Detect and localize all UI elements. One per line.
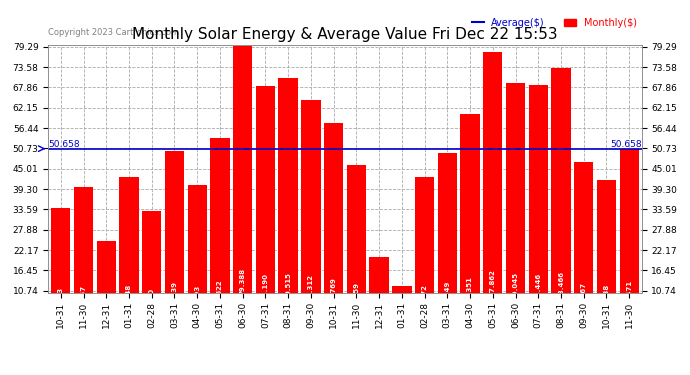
Text: 45.959: 45.959 xyxy=(353,282,359,309)
Text: 77.862: 77.862 xyxy=(490,269,496,296)
Legend: Average($), Monthly($): Average($), Monthly($) xyxy=(472,18,637,28)
Text: 50.658: 50.658 xyxy=(48,140,80,148)
Text: 33.893: 33.893 xyxy=(58,287,63,315)
Bar xyxy=(119,177,139,329)
Text: 49.349: 49.349 xyxy=(444,280,451,308)
Text: 79.388: 79.388 xyxy=(239,268,246,295)
Text: 53.622: 53.622 xyxy=(217,279,223,306)
Bar xyxy=(529,86,548,329)
Text: 50.658: 50.658 xyxy=(610,140,642,148)
Bar xyxy=(437,153,457,329)
Bar xyxy=(324,123,344,329)
Bar xyxy=(369,257,388,329)
Text: 50.471: 50.471 xyxy=(627,280,632,308)
Bar xyxy=(233,46,253,329)
Text: 68.190: 68.190 xyxy=(262,273,268,300)
Text: 73.466: 73.466 xyxy=(558,271,564,298)
Bar xyxy=(165,150,184,329)
Text: 20.140: 20.140 xyxy=(376,293,382,320)
Text: 24.651: 24.651 xyxy=(104,291,109,318)
Bar xyxy=(620,149,639,329)
Bar xyxy=(256,86,275,329)
Bar xyxy=(74,187,93,329)
Title: Monthly Solar Energy & Average Value Fri Dec 22 15:53: Monthly Solar Energy & Average Value Fri… xyxy=(132,27,558,42)
Text: 39.957: 39.957 xyxy=(81,285,86,312)
Text: 46.867: 46.867 xyxy=(581,282,586,309)
Bar xyxy=(188,185,207,329)
Bar xyxy=(142,211,161,329)
Text: 41.938: 41.938 xyxy=(604,284,609,311)
Text: 69.045: 69.045 xyxy=(513,273,518,300)
Text: 33.170: 33.170 xyxy=(149,288,155,315)
Bar xyxy=(302,100,321,329)
Bar xyxy=(51,209,70,329)
Bar xyxy=(483,52,502,329)
Bar xyxy=(97,241,116,329)
Text: 64.312: 64.312 xyxy=(308,274,314,302)
Text: 68.446: 68.446 xyxy=(535,273,541,300)
Bar xyxy=(210,138,230,329)
Text: 42.572: 42.572 xyxy=(422,284,428,311)
Bar xyxy=(346,165,366,329)
Bar xyxy=(506,83,525,329)
Text: 60.351: 60.351 xyxy=(467,276,473,303)
Bar xyxy=(415,177,434,329)
Bar xyxy=(574,162,593,329)
Text: Copyright 2023 Cartronics.com: Copyright 2023 Cartronics.com xyxy=(48,28,179,37)
Bar xyxy=(279,78,298,329)
Text: 42.748: 42.748 xyxy=(126,284,132,310)
Bar xyxy=(551,68,571,329)
Text: 50.139: 50.139 xyxy=(172,280,177,308)
Bar xyxy=(460,114,480,329)
Text: 70.515: 70.515 xyxy=(285,272,291,299)
Bar xyxy=(597,180,616,329)
Bar xyxy=(392,286,411,329)
Text: 40.393: 40.393 xyxy=(194,285,200,312)
Text: 57.769: 57.769 xyxy=(331,278,337,304)
Text: 12.086: 12.086 xyxy=(399,297,405,324)
